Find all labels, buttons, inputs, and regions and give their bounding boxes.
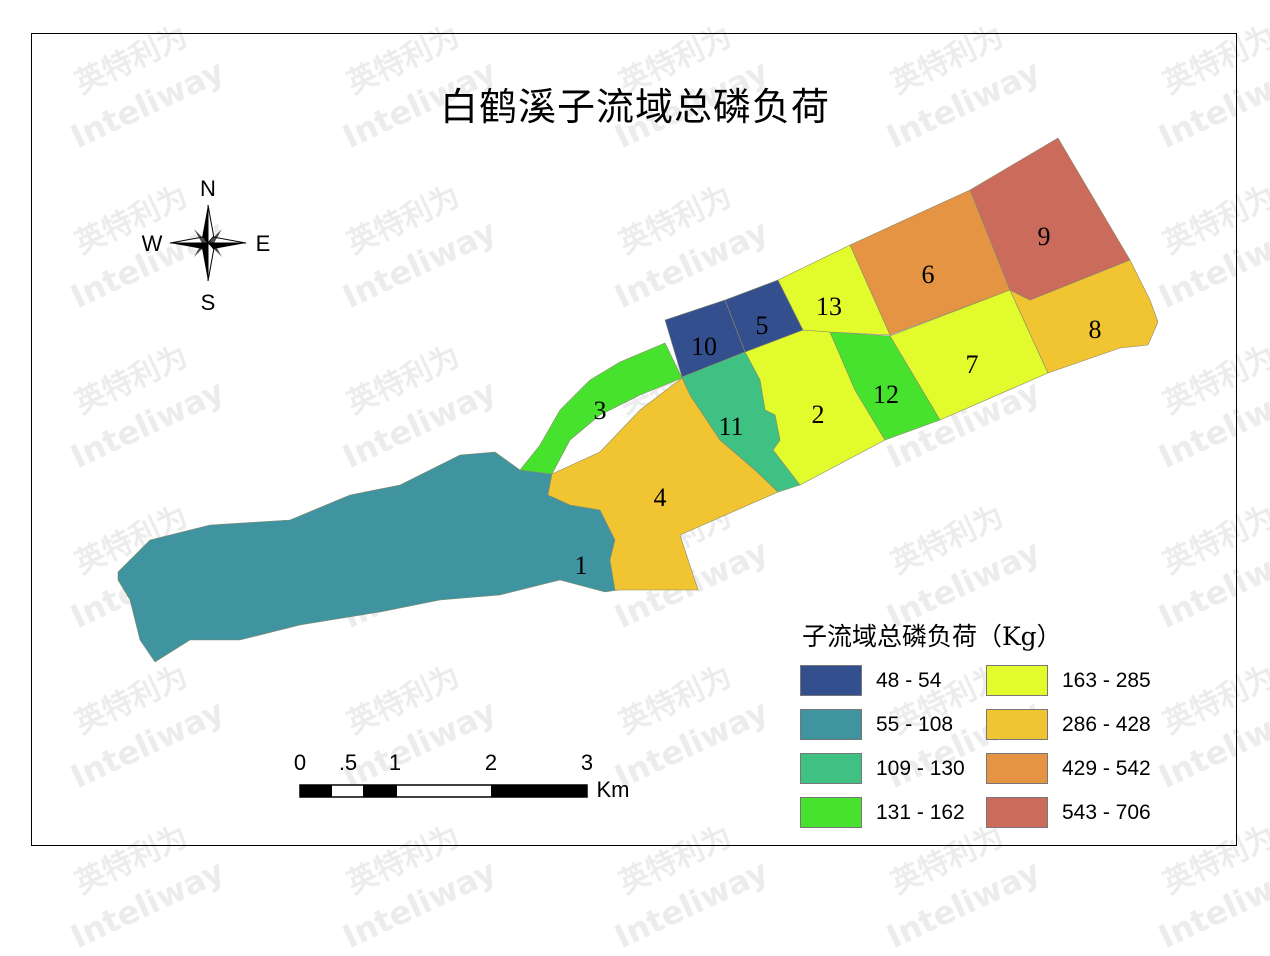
scale-tick-0.5: .5 xyxy=(339,750,357,775)
subbasin-13 xyxy=(777,244,891,336)
legend-item: 109 - 130 xyxy=(800,753,965,784)
legend-label: 131 - 162 xyxy=(876,800,965,824)
scale-bar: 0 .5 1 2 3 Km xyxy=(294,750,630,802)
subbasin-1 xyxy=(117,451,619,663)
legend-label: 286 - 428 xyxy=(1062,712,1151,736)
legend-item: 543 - 706 xyxy=(986,797,1151,828)
legend-item: 48 - 54 xyxy=(800,665,941,696)
legend-swatch xyxy=(986,665,1048,696)
legend-item: 286 - 428 xyxy=(986,709,1151,740)
scale-tick-3: 3 xyxy=(581,750,593,775)
subbasin-4 xyxy=(547,377,779,591)
legend-swatch xyxy=(800,753,862,784)
compass-north: N xyxy=(200,176,216,201)
scale-tick-2: 2 xyxy=(485,750,497,775)
legend-label: 543 - 706 xyxy=(1062,800,1151,824)
scale-unit: Km xyxy=(597,777,630,802)
legend-swatch xyxy=(986,709,1048,740)
legend-title: 子流域总磷负荷（Kg） xyxy=(802,622,1062,651)
map-title: 白鹤溪子流域总磷负荷 xyxy=(439,85,830,129)
subbasin-label-1: 1 xyxy=(575,551,588,580)
legend-item: 55 - 108 xyxy=(800,709,953,740)
subbasin-label-3: 3 xyxy=(594,396,607,425)
subbasin-3 xyxy=(519,342,683,475)
subbasin-label-13: 13 xyxy=(816,292,842,321)
subbasin-12 xyxy=(829,331,941,441)
legend-swatch xyxy=(986,753,1048,784)
map-frame xyxy=(31,33,1237,846)
legend-swatch xyxy=(800,709,862,740)
subbasin-label-10: 10 xyxy=(691,332,717,361)
subbasin-label-11: 11 xyxy=(718,412,743,441)
scale-tick-0: 0 xyxy=(294,750,306,775)
compass-west: W xyxy=(142,231,163,256)
subbasin-label-8: 8 xyxy=(1089,315,1102,344)
north-arrow-compass-icon: N S E W xyxy=(142,176,271,315)
legend-swatch xyxy=(800,797,862,828)
legend-item: 131 - 162 xyxy=(800,797,965,828)
scale-tick-1: 1 xyxy=(389,750,401,775)
legend-label: 48 - 54 xyxy=(876,668,942,692)
legend-swatch xyxy=(986,797,1048,828)
subbasin-layer xyxy=(117,137,1159,663)
legend-label: 109 - 130 xyxy=(876,756,965,780)
subbasin-11 xyxy=(681,351,801,493)
subbasin-label-12: 12 xyxy=(873,380,899,409)
subbasin-9 xyxy=(969,137,1131,301)
legend-item: 163 - 285 xyxy=(986,665,1151,696)
subbasin-label-9: 9 xyxy=(1038,222,1051,251)
legend-item: 429 - 542 xyxy=(986,753,1151,784)
subbasin-label-6: 6 xyxy=(922,260,935,289)
compass-south: S xyxy=(201,290,216,315)
legend-swatch xyxy=(800,665,862,696)
compass-east: E xyxy=(256,231,271,256)
subbasin-label-4: 4 xyxy=(654,483,667,512)
subbasin-label-7: 7 xyxy=(966,350,979,379)
subbasin-label-5: 5 xyxy=(756,311,769,340)
legend-label: 429 - 542 xyxy=(1062,756,1151,780)
subbasin-label-2: 2 xyxy=(812,400,825,429)
legend-label: 163 - 285 xyxy=(1062,668,1151,692)
legend-label: 55 - 108 xyxy=(876,712,954,736)
